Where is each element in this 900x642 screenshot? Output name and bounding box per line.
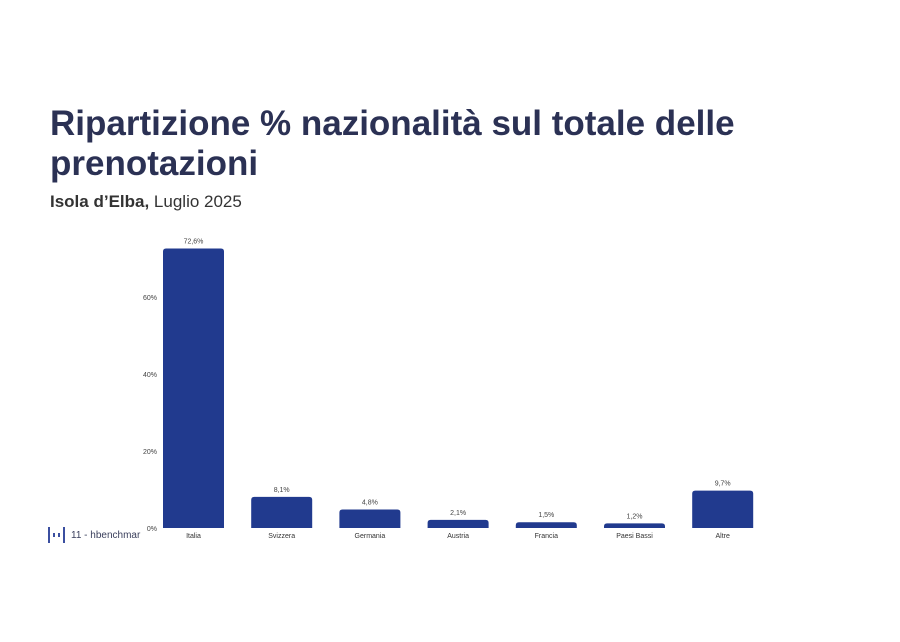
data-label: 9,7%	[715, 481, 731, 488]
y-tick-label: 20%	[143, 449, 157, 456]
footer: 11 - hbenchmar	[48, 527, 140, 543]
x-tick-label: Svizzera	[268, 533, 295, 540]
data-label: 1,5%	[538, 512, 554, 519]
y-tick-label: 0%	[147, 526, 157, 533]
bar-altre	[692, 490, 754, 528]
bar-francia	[515, 522, 577, 528]
x-tick-label: Germania	[355, 533, 386, 540]
bar-italia	[163, 248, 224, 529]
chart-title: Ripartizione % nazionalità sul totale de…	[50, 104, 735, 183]
subtitle-location: Isola d’Elba,	[50, 192, 150, 211]
chart-header: Ripartizione % nazionalità sul totale de…	[50, 104, 870, 212]
chart-subtitle: Isola d’Elba, Luglio 2025	[50, 192, 870, 212]
x-tick-label: Austria	[447, 533, 469, 540]
bar-svizzera	[251, 496, 313, 528]
bar-austria	[427, 519, 489, 528]
x-tick-label: Altre	[715, 533, 730, 540]
y-tick-label: 40%	[143, 372, 157, 379]
data-label: 2,1%	[450, 510, 466, 517]
data-label: 4,8%	[362, 500, 378, 507]
x-tick-label: Italia	[186, 533, 201, 540]
bar-paesi-bassi	[604, 523, 665, 528]
data-label: 72,6%	[184, 238, 204, 245]
subtitle-period: Luglio 2025	[149, 192, 242, 211]
x-tick-label: Paesi Bassi	[616, 533, 653, 540]
data-label: 8,1%	[274, 487, 290, 494]
page-footer-text: 11 - hbenchmar	[71, 529, 141, 541]
x-tick-label: Francia	[535, 533, 558, 540]
logo-icon	[48, 527, 65, 543]
data-label: 1,2%	[627, 513, 643, 520]
bar-germania	[339, 509, 401, 528]
y-tick-label: 60%	[143, 295, 157, 302]
